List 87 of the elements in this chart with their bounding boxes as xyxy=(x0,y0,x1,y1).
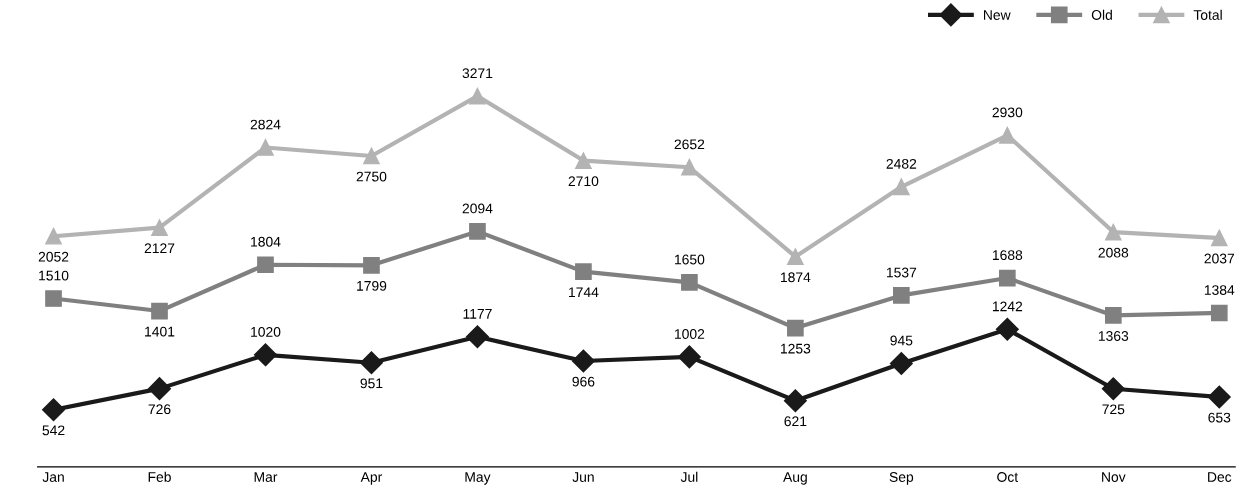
point xyxy=(151,302,168,320)
x-tick-label: Mar xyxy=(254,472,278,482)
data-label: 2652 xyxy=(674,139,705,150)
data-label: 1510 xyxy=(39,270,69,281)
point xyxy=(681,274,698,291)
data-label: 1688 xyxy=(992,250,1023,261)
point xyxy=(363,256,380,274)
point xyxy=(359,351,383,375)
point xyxy=(363,147,380,165)
point xyxy=(575,263,592,280)
point xyxy=(147,377,171,401)
x-tick-label: Apr xyxy=(360,472,383,485)
data-label: 621 xyxy=(784,416,807,427)
data-label: 2750 xyxy=(356,171,387,182)
data-label: 1020 xyxy=(251,326,281,337)
point xyxy=(681,158,698,176)
point xyxy=(1101,377,1125,401)
data-label: 1384 xyxy=(1204,285,1235,295)
point xyxy=(889,351,913,375)
x-tick-label: Jun xyxy=(572,472,594,482)
data-label: 2127 xyxy=(144,243,175,253)
data-label: 2037 xyxy=(1204,253,1235,264)
point xyxy=(571,349,595,373)
data-label: 1002 xyxy=(675,329,705,339)
point xyxy=(787,319,804,337)
x-tick-label: Oct xyxy=(997,472,1019,482)
data-label: 945 xyxy=(890,335,913,346)
point xyxy=(257,256,274,274)
data-label: 1363 xyxy=(1098,331,1129,341)
data-label: 2094 xyxy=(462,203,493,214)
x-tick-label: Nov xyxy=(1102,472,1126,482)
data-label: 951 xyxy=(360,378,383,389)
point xyxy=(995,317,1019,341)
point xyxy=(998,126,1016,144)
point xyxy=(1104,223,1122,241)
data-label: 2710 xyxy=(568,176,599,187)
point xyxy=(787,248,804,266)
data-label: 2088 xyxy=(1098,247,1129,258)
point xyxy=(1210,304,1228,322)
point xyxy=(677,345,701,369)
point xyxy=(575,152,592,169)
data-label: 966 xyxy=(572,376,595,387)
point xyxy=(1210,229,1228,247)
point xyxy=(469,87,486,105)
data-label: 2930 xyxy=(992,107,1023,118)
data-label: 2824 xyxy=(250,119,281,130)
data-label: 1177 xyxy=(463,309,492,319)
legend-label: Total xyxy=(1193,9,1222,20)
data-label: 2052 xyxy=(38,251,69,262)
x-tick-label: Aug xyxy=(783,472,807,485)
data-label: 2482 xyxy=(886,158,917,169)
point xyxy=(1207,385,1231,409)
x-tick-label: Jan xyxy=(42,472,64,482)
data-label: 1804 xyxy=(251,236,281,247)
point xyxy=(1104,307,1122,324)
point xyxy=(998,269,1016,287)
x-tick-label: May xyxy=(465,472,491,485)
data-label: 725 xyxy=(1102,404,1125,415)
legend-label: New xyxy=(983,10,1011,20)
legend-label: Old xyxy=(1091,9,1112,20)
point xyxy=(253,343,277,367)
data-label: 1253 xyxy=(780,343,811,354)
point xyxy=(893,287,910,304)
data-label: 3271 xyxy=(462,68,493,79)
point xyxy=(42,398,66,422)
point xyxy=(893,178,910,196)
point xyxy=(45,227,62,245)
data-label: 1650 xyxy=(675,254,705,265)
data-label: 1401 xyxy=(145,326,175,337)
data-label: 1744 xyxy=(569,287,599,297)
data-label: 1799 xyxy=(357,280,387,291)
data-label: 1874 xyxy=(780,272,811,283)
point xyxy=(151,219,168,236)
point xyxy=(469,223,486,240)
x-tick-label: Jul xyxy=(680,471,698,482)
data-label: 542 xyxy=(42,425,65,436)
x-tick-label: Sep xyxy=(889,472,914,485)
point xyxy=(783,389,807,413)
data-label: 726 xyxy=(148,404,171,415)
data-label: 1537 xyxy=(886,267,917,278)
data-label: 1242 xyxy=(992,301,1023,312)
x-tick-label: Feb xyxy=(148,471,171,482)
point xyxy=(45,290,62,307)
x-tick-label: Dec xyxy=(1208,472,1232,482)
point xyxy=(465,325,489,349)
data-label: 653 xyxy=(1208,412,1231,423)
point xyxy=(257,139,274,156)
